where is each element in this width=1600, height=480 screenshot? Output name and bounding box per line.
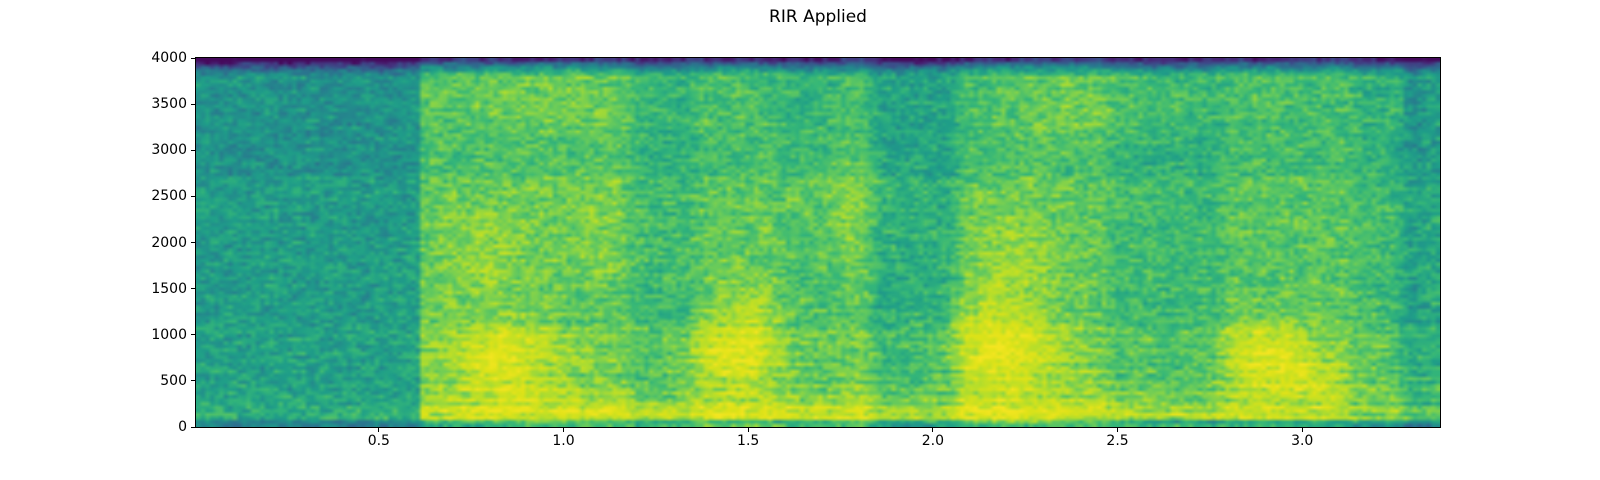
y-tick-label: 500 <box>160 372 187 389</box>
x-tick-mark <box>932 428 934 432</box>
y-tick-label: 3500 <box>151 96 187 113</box>
axes-frame <box>195 57 1441 428</box>
y-tick-label: 4000 <box>151 50 187 66</box>
y-tick-mark <box>191 149 195 151</box>
spectrogram-image <box>196 58 1440 427</box>
x-tick-mark <box>563 428 564 432</box>
y-tick-mark <box>191 426 195 428</box>
y-tick-label: 1000 <box>151 326 187 343</box>
y-tick-label: 0 <box>178 419 187 435</box>
y-tick-label: 1500 <box>151 280 187 297</box>
x-tick-label: 0.5 <box>367 433 390 449</box>
y-tick-mark <box>191 242 195 243</box>
y-tick-mark <box>191 288 195 290</box>
chart-title: RIR Applied <box>769 7 867 27</box>
y-tick-mark <box>191 57 195 59</box>
x-tick-label: 1.5 <box>737 433 760 449</box>
x-tick-label: 2.0 <box>921 433 944 449</box>
x-tick-label: 1.0 <box>552 433 575 449</box>
y-tick-mark <box>191 334 195 336</box>
x-tick-mark <box>378 428 380 432</box>
x-tick-mark <box>747 428 749 432</box>
x-tick-mark <box>1301 428 1303 432</box>
y-tick-mark <box>191 103 195 105</box>
y-tick-label: 2500 <box>151 188 187 205</box>
y-tick-label: 2000 <box>151 234 187 251</box>
x-tick-label: 2.5 <box>1106 433 1129 449</box>
y-tick-label: 3000 <box>151 142 187 159</box>
y-tick-mark <box>191 380 195 382</box>
y-tick-mark <box>191 195 195 197</box>
x-tick-label: 3.0 <box>1291 433 1314 449</box>
x-tick-mark <box>1117 428 1119 432</box>
